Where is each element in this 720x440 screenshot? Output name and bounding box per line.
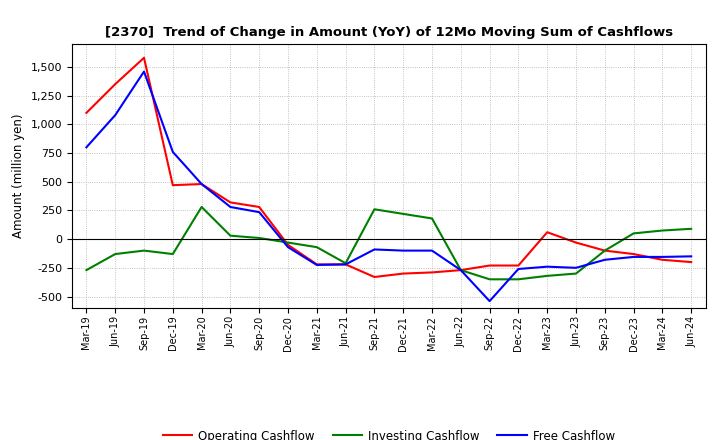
Investing Cashflow [399,211,408,216]
Investing Cashflow [82,268,91,273]
Free Cashflow [197,181,206,187]
Operating Cashflow [629,251,638,257]
Investing Cashflow [284,240,292,245]
Operating Cashflow [226,200,235,205]
Operating Cashflow [456,268,465,273]
Free Cashflow [312,262,321,268]
Title: [2370]  Trend of Change in Amount (YoY) of 12Mo Moving Sum of Cashflows: [2370] Trend of Change in Amount (YoY) o… [104,26,673,39]
Line: Operating Cashflow: Operating Cashflow [86,58,691,277]
Investing Cashflow [687,226,696,231]
Free Cashflow [341,262,350,267]
Operating Cashflow [82,110,91,116]
Free Cashflow [572,265,580,271]
Operating Cashflow [370,275,379,280]
Free Cashflow [226,204,235,209]
Free Cashflow [140,69,148,74]
Free Cashflow [629,254,638,260]
Investing Cashflow [658,228,667,233]
Investing Cashflow [485,277,494,282]
Operating Cashflow [514,263,523,268]
Free Cashflow [658,254,667,260]
Investing Cashflow [370,207,379,212]
Free Cashflow [82,145,91,150]
Free Cashflow [514,266,523,271]
Investing Cashflow [111,251,120,257]
Operating Cashflow [485,263,494,268]
Operating Cashflow [399,271,408,276]
Operating Cashflow [428,270,436,275]
Free Cashflow [456,268,465,273]
Free Cashflow [543,264,552,269]
Y-axis label: Amount (million yen): Amount (million yen) [12,114,25,238]
Line: Investing Cashflow: Investing Cashflow [86,207,691,279]
Operating Cashflow [197,181,206,187]
Legend: Operating Cashflow, Investing Cashflow, Free Cashflow: Operating Cashflow, Investing Cashflow, … [158,425,619,440]
Investing Cashflow [428,216,436,221]
Investing Cashflow [226,233,235,238]
Operating Cashflow [111,81,120,87]
Operating Cashflow [312,262,321,267]
Investing Cashflow [140,248,148,253]
Free Cashflow [399,248,408,253]
Free Cashflow [111,113,120,118]
Free Cashflow [600,257,609,262]
Investing Cashflow [312,245,321,250]
Line: Free Cashflow: Free Cashflow [86,72,691,301]
Operating Cashflow [284,242,292,248]
Operating Cashflow [687,260,696,265]
Free Cashflow [284,245,292,250]
Investing Cashflow [341,260,350,266]
Operating Cashflow [168,183,177,188]
Operating Cashflow [140,55,148,60]
Investing Cashflow [456,268,465,273]
Investing Cashflow [255,235,264,241]
Free Cashflow [168,149,177,154]
Free Cashflow [428,248,436,253]
Free Cashflow [687,254,696,259]
Operating Cashflow [600,248,609,253]
Operating Cashflow [341,262,350,267]
Investing Cashflow [197,204,206,209]
Investing Cashflow [629,231,638,236]
Free Cashflow [370,247,379,252]
Operating Cashflow [572,240,580,245]
Operating Cashflow [255,204,264,209]
Investing Cashflow [543,273,552,279]
Operating Cashflow [543,230,552,235]
Free Cashflow [485,298,494,304]
Free Cashflow [255,209,264,215]
Operating Cashflow [658,257,667,262]
Investing Cashflow [168,251,177,257]
Investing Cashflow [572,271,580,276]
Investing Cashflow [514,277,523,282]
Investing Cashflow [600,248,609,253]
